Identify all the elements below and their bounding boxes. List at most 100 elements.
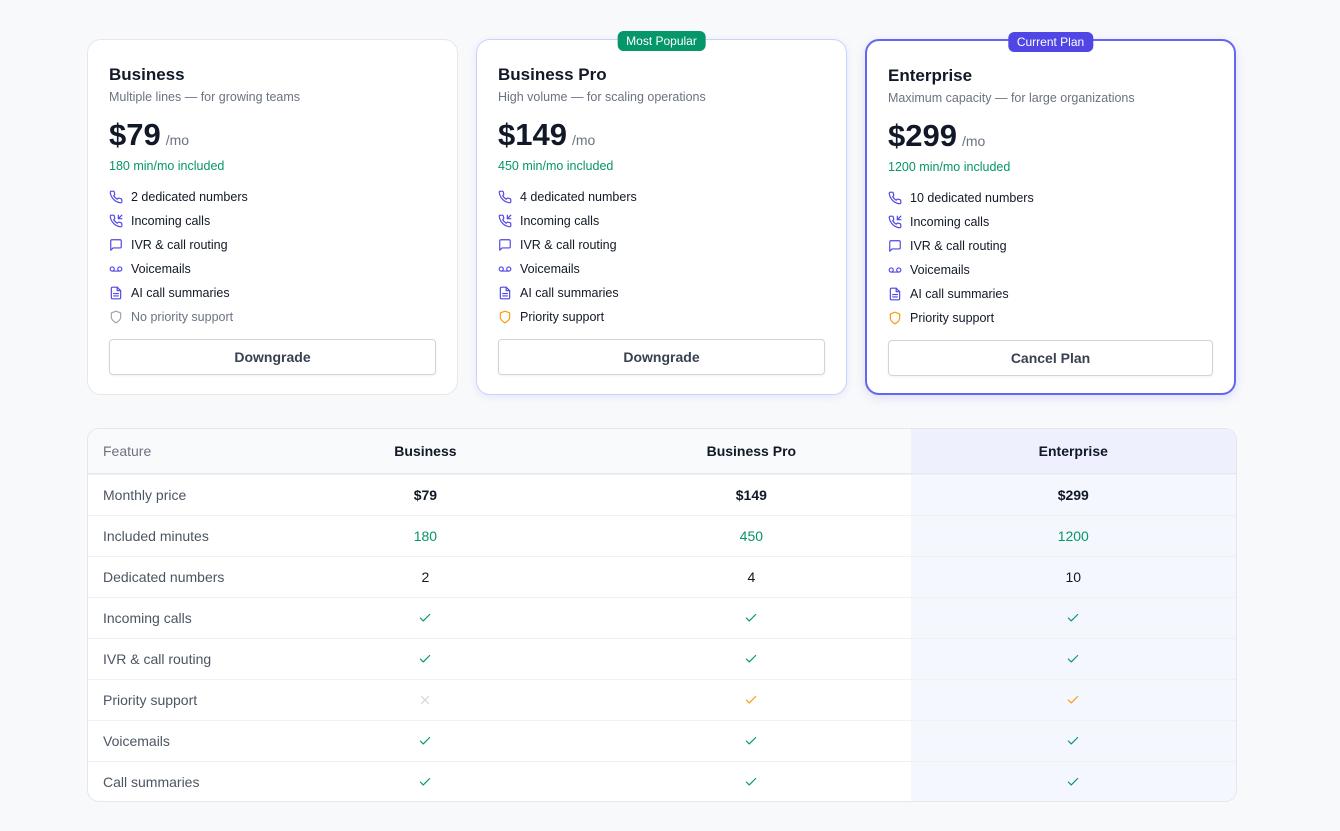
cell-text: 450	[739, 528, 764, 544]
icon	[889, 287, 901, 301]
feature-text: AI call summaries	[910, 287, 1009, 301]
feature-item: Incoming calls	[109, 209, 436, 233]
plan-tagline: Maximum capacity — for large organizatio…	[888, 91, 1135, 105]
cell-text: 2	[421, 569, 430, 585]
feature-text: Voicemails	[910, 263, 970, 277]
row-label: Dedicated numbers	[103, 569, 225, 585]
plan-price: $149	[498, 117, 567, 152]
icon	[499, 286, 511, 300]
feature-text: IVR & call routing	[910, 239, 1007, 253]
table-cell	[910, 721, 1236, 761]
icon	[110, 286, 122, 300]
price-period: /mo	[165, 132, 190, 148]
table-cell	[259, 680, 592, 720]
feature-list: 10 dedicated numbers Incoming calls IVR & …	[888, 186, 1213, 330]
plan-name: Business Pro	[498, 65, 607, 84]
table-row: Voicemails	[88, 720, 1236, 761]
icon	[110, 239, 122, 251]
feature-text: 4 dedicated numbers	[520, 190, 637, 204]
feature-text: 10 dedicated numbers	[910, 191, 1034, 205]
table-cell: 180	[259, 516, 592, 556]
plan-button[interactable]: Cancel Plan	[888, 340, 1213, 376]
icon	[888, 215, 902, 229]
table-cell	[592, 598, 910, 638]
comparison-table: Feature Business Business Pro Enterprise Mon…	[87, 428, 1237, 802]
table-cell: 2	[259, 557, 592, 597]
feature-text: No priority support	[131, 310, 234, 324]
table-cell: 1200	[910, 516, 1236, 556]
cell-text: 10	[1065, 569, 1082, 585]
feature-item: IVR & call routing	[109, 233, 436, 257]
table-cell	[910, 639, 1236, 679]
price-row: $149/mo	[498, 117, 825, 153]
row-label: Priority support	[103, 692, 198, 708]
cell-text: $299	[1057, 487, 1089, 503]
table-cell: 450	[592, 516, 910, 556]
feature-text: Priority support	[910, 311, 995, 325]
cell-text: 180	[413, 528, 438, 544]
table-cell	[259, 762, 592, 801]
row-label: Included minutes	[103, 528, 209, 544]
feature-item: IVR & call routing	[498, 233, 825, 257]
row-label: IVR & call routing	[103, 651, 212, 667]
icon	[888, 267, 902, 273]
table-row: Priority support	[88, 679, 1236, 720]
icon	[499, 310, 511, 324]
plan-button[interactable]: Downgrade	[498, 339, 825, 375]
table-row: IVR & call routing	[88, 638, 1236, 679]
icon	[109, 190, 123, 204]
icon	[109, 214, 123, 228]
check-icon	[746, 777, 757, 786]
check-icon	[420, 654, 431, 663]
icon	[499, 239, 511, 251]
price-period: /mo	[961, 133, 986, 149]
feature-item: Incoming calls	[888, 210, 1213, 234]
feature-item: No priority support	[109, 305, 436, 329]
feature-text: IVR & call routing	[520, 238, 617, 252]
table-cell: $299	[910, 475, 1236, 515]
check-icon	[746, 654, 757, 663]
table-row: Included minutes 180 450 1200	[88, 515, 1236, 556]
check-icon	[746, 695, 757, 704]
icon	[110, 310, 122, 324]
table-cell	[592, 762, 910, 801]
table-row: Dedicated numbers 2 4 10	[88, 556, 1236, 597]
plan-card: Business Multiple lines — for growing tea…	[87, 39, 458, 395]
icon	[498, 214, 512, 228]
check-icon	[420, 613, 431, 622]
table-cell	[592, 639, 910, 679]
feature-list: 4 dedicated numbers Incoming calls IVR & c…	[498, 185, 825, 329]
feature-item: 10 dedicated numbers	[888, 186, 1213, 210]
price-period: /mo	[571, 132, 596, 148]
table-cell	[910, 680, 1236, 720]
icon	[498, 266, 512, 272]
feature-text: Incoming calls	[910, 215, 990, 229]
plan-badge: Most Popular	[617, 31, 706, 51]
row-label: Call summaries	[103, 774, 200, 790]
check-icon	[1068, 777, 1079, 786]
cell-text: 4	[747, 569, 756, 585]
included-minutes: 450 min/mo included	[498, 159, 614, 173]
header-cell: Business Pro	[706, 443, 797, 459]
table-cell	[259, 598, 592, 638]
feature-text: AI call summaries	[520, 286, 619, 300]
feature-item: Incoming calls	[498, 209, 825, 233]
table-cell: 10	[910, 557, 1236, 597]
plan-price: $299	[888, 118, 957, 153]
feature-item: AI call summaries	[888, 282, 1213, 306]
icon	[498, 190, 512, 204]
icon	[889, 311, 901, 325]
feature-text: Incoming calls	[131, 214, 211, 228]
check-icon	[746, 613, 757, 622]
row-label: Incoming calls	[103, 610, 192, 626]
plan-button[interactable]: Downgrade	[109, 339, 436, 375]
row-label: Monthly price	[103, 487, 187, 503]
cell-text: 1200	[1057, 528, 1089, 544]
table-cell	[910, 598, 1236, 638]
price-row: $299/mo	[888, 118, 1213, 154]
plan-name: Business	[109, 65, 185, 84]
feature-text: AI call summaries	[131, 286, 230, 300]
feature-item: Voicemails	[109, 257, 436, 281]
feature-item: AI call summaries	[498, 281, 825, 305]
